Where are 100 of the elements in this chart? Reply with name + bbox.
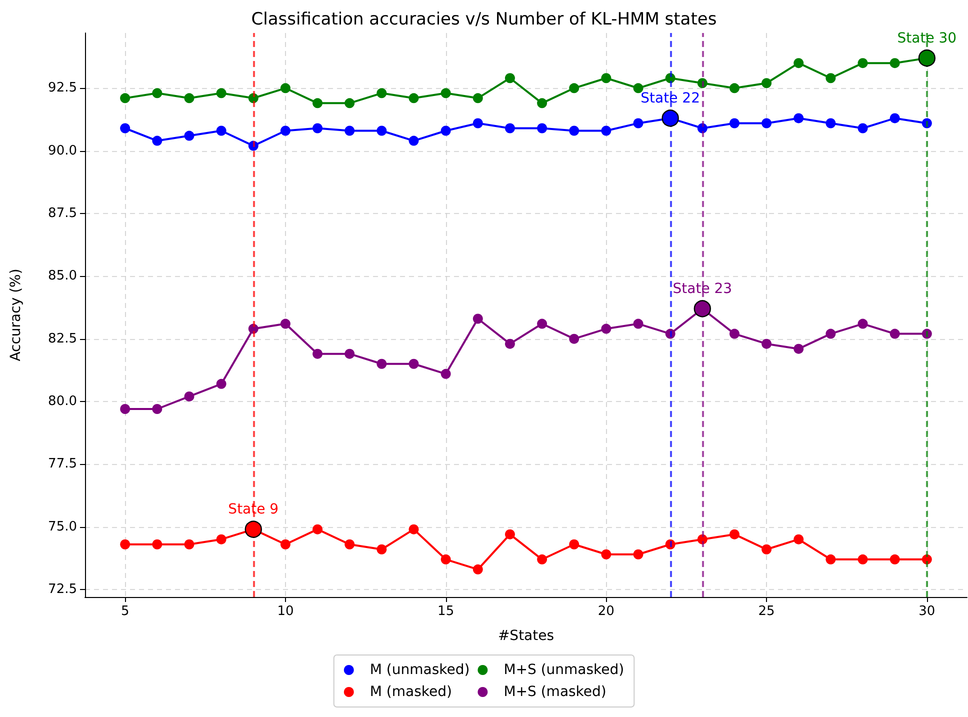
- point: [216, 88, 226, 98]
- point: [376, 544, 387, 554]
- x-tick-label: 10: [277, 604, 294, 619]
- point: [216, 126, 226, 136]
- point: [504, 529, 515, 540]
- legend-label: M (masked): [370, 684, 452, 700]
- point: [408, 136, 419, 146]
- y-tick-label: 77.5: [48, 456, 77, 472]
- point: [858, 58, 868, 68]
- point: [504, 73, 515, 84]
- annotation: State 30: [897, 30, 957, 46]
- point: [184, 130, 194, 141]
- x-axis-title: #States: [498, 628, 554, 644]
- x-tick-label: 30: [918, 604, 936, 619]
- point: [858, 554, 868, 564]
- point: [408, 358, 419, 369]
- point: [120, 404, 130, 414]
- point: [280, 539, 290, 550]
- point: [890, 554, 900, 564]
- point: [762, 338, 772, 349]
- point: [472, 93, 483, 104]
- point: [152, 539, 162, 550]
- x-tick-label: 25: [758, 604, 775, 619]
- point: [633, 83, 644, 94]
- point: [472, 314, 483, 324]
- point: [312, 123, 323, 134]
- y-tick-label: 85.0: [48, 268, 77, 284]
- point: [794, 344, 804, 354]
- point: [537, 318, 548, 329]
- point: [729, 118, 740, 128]
- point: [729, 529, 740, 540]
- point: [890, 58, 900, 68]
- point: [344, 539, 355, 550]
- point: [794, 113, 804, 124]
- point: [794, 534, 804, 544]
- point: [152, 136, 162, 146]
- annotation: State 23: [672, 281, 732, 298]
- point: [633, 118, 644, 128]
- point: [826, 554, 836, 564]
- point: [729, 328, 740, 339]
- point: [890, 113, 900, 124]
- point: [537, 98, 548, 108]
- chart-title: Classification accuracies v/s Number of KL-HMM states: [251, 10, 717, 30]
- point: [408, 93, 419, 104]
- point: [120, 123, 130, 134]
- point: [762, 118, 772, 128]
- y-tick-label: 72.5: [48, 582, 77, 597]
- point: [569, 83, 580, 94]
- point: [601, 324, 612, 334]
- point: [440, 368, 451, 379]
- point: [440, 554, 451, 564]
- point: [504, 338, 515, 349]
- y-tick-label: 75.0: [48, 519, 77, 534]
- point: [184, 93, 194, 104]
- point: [408, 524, 419, 534]
- point: [504, 123, 515, 134]
- point: [890, 328, 900, 339]
- point: [472, 564, 483, 574]
- point: [762, 544, 772, 554]
- point: [184, 391, 194, 402]
- point: [633, 318, 644, 329]
- point: [729, 83, 740, 94]
- point: [601, 549, 612, 560]
- y-tick-label: 90.0: [48, 143, 77, 158]
- y-tick-label: 87.5: [48, 206, 77, 221]
- point: [312, 524, 323, 534]
- point: [344, 126, 355, 136]
- point: [858, 318, 868, 329]
- x-tick-label: 20: [598, 604, 614, 619]
- point: [280, 318, 290, 329]
- point: [376, 88, 387, 98]
- point: [826, 73, 836, 84]
- point: [537, 123, 548, 134]
- point: [440, 88, 451, 98]
- legend-label: M (unmasked): [370, 662, 470, 678]
- point: [569, 126, 580, 136]
- point: [312, 98, 323, 108]
- point: [633, 549, 644, 560]
- annotation: State 9: [228, 502, 279, 518]
- y-tick-label: 80.0: [48, 394, 77, 409]
- point: [344, 348, 355, 359]
- point: [120, 539, 130, 550]
- annotation: State 22: [640, 90, 700, 107]
- point: [184, 539, 194, 550]
- point: [762, 78, 772, 88]
- x-tick-label: 5: [120, 604, 130, 619]
- y-tick-label: 82.5: [48, 331, 77, 346]
- legend-label: M+S (unmasked): [504, 662, 624, 678]
- legend-label: M+S (masked): [504, 684, 606, 700]
- x-tick-label: 15: [438, 604, 454, 619]
- point: [826, 118, 836, 128]
- point: [440, 126, 451, 136]
- point: [280, 126, 290, 136]
- point: [152, 404, 162, 414]
- point: [601, 73, 612, 84]
- point: [826, 328, 836, 339]
- point: [216, 378, 226, 389]
- y-axis-title: Accuracy (%): [8, 268, 24, 362]
- point: [120, 93, 130, 104]
- point: [344, 98, 355, 108]
